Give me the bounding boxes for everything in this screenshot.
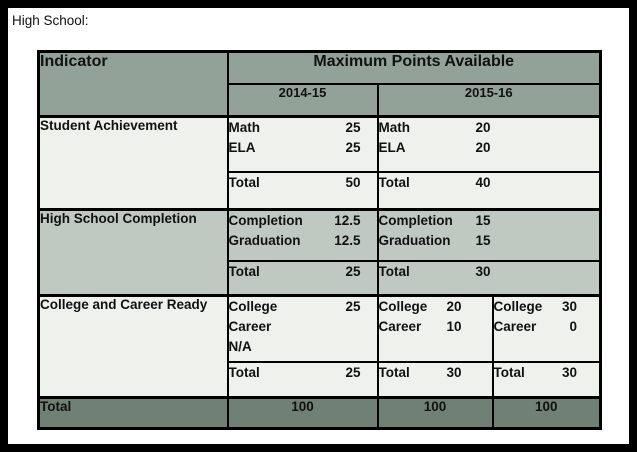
cell-ccr-2015a-detail: College 20 Career 10 <box>376 294 494 363</box>
cell-ccr-2015b-total: Total 30 <box>491 360 602 399</box>
row-college-career-total: Total 25 Total 30 Total 30 <box>39 360 602 399</box>
header-max-points: Maximum Points Available <box>226 50 602 85</box>
total-value: 50 <box>345 174 361 190</box>
header-year-2014-15: 2014-15 <box>226 82 379 118</box>
metric-label: Graduation <box>228 233 301 248</box>
metric-label: College <box>228 299 278 314</box>
cell-sa-2014-total: Total 50 <box>226 170 379 211</box>
metric-label: Completion <box>378 213 453 228</box>
metric-line: ELA 25 <box>229 138 377 158</box>
cell-hsc-2015-detail: Completion 15 Graduation 15 <box>376 208 602 262</box>
metric-value: 15 <box>475 233 491 248</box>
row-student-achievement-total: Total 50 Total 40 <box>39 170 602 211</box>
metric-label: Career <box>493 319 537 334</box>
metric-line: ELA 20 <box>379 138 491 158</box>
metric-line: Career 10 <box>379 317 492 337</box>
grand-total-2015a: 100 <box>376 396 494 430</box>
grand-total-2014: 100 <box>226 396 379 430</box>
header-year-2015-16: 2015-16 <box>376 82 602 118</box>
metric-label: College <box>493 299 543 314</box>
total-line: Total 25 <box>229 363 377 383</box>
total-line: Total 30 <box>494 363 600 383</box>
grand-total-label: Total <box>37 396 229 430</box>
cell-sa-2015-total: Total 40 <box>376 170 602 211</box>
metric-label: Math <box>228 120 261 135</box>
metric-label: Career <box>378 319 422 334</box>
metric-value: 20 <box>446 299 462 314</box>
metric-label: Career <box>228 319 272 334</box>
total-line: Total 30 <box>379 363 492 383</box>
metric-line: Career <box>229 317 377 337</box>
cell-hsc-2015-total: Total 30 <box>376 259 602 297</box>
metric-line: N/A <box>229 337 377 357</box>
metric-label: ELA <box>228 140 256 155</box>
grand-total-2015b: 100 <box>491 396 602 430</box>
total-line: Total 30 <box>379 262 491 282</box>
metric-value: 25 <box>345 140 361 155</box>
total-label: Total <box>378 174 410 190</box>
metric-line: Graduation 12.5 <box>229 231 377 251</box>
metric-value: 25 <box>345 120 361 135</box>
metric-line: College 20 <box>379 297 492 317</box>
cell-ccr-2014-detail: College 25 Career N/A <box>226 294 379 363</box>
total-label: Total <box>228 364 260 380</box>
metric-value: 30 <box>561 299 577 314</box>
metric-value: 12.5 <box>334 213 361 228</box>
total-value: 30 <box>446 364 462 380</box>
row-college-career-detail: College and Career Ready College 25 Caree… <box>37 294 602 399</box>
metric-line: Graduation 15 <box>379 231 491 251</box>
metric-value: 25 <box>345 299 361 314</box>
total-value: 25 <box>345 364 361 380</box>
total-label: Total <box>228 174 260 190</box>
cell-hsc-2014-total: Total 25 <box>226 259 379 297</box>
total-line: Total 40 <box>379 173 491 193</box>
total-value: 25 <box>345 263 361 279</box>
metric-value: 12.5 <box>334 233 361 248</box>
metric-value: 15 <box>475 213 491 228</box>
section-label: High School: <box>12 13 89 28</box>
metric-value: 10 <box>446 319 462 334</box>
metric-label: Math <box>378 120 411 135</box>
total-label: Total <box>228 263 260 279</box>
cell-sa-2014-detail: Math 25 ELA 25 <box>226 115 379 173</box>
metric-label: N/A <box>228 339 252 354</box>
cell-sa-2015-detail: Math 20 ELA 20 <box>376 115 602 173</box>
cell-ccr-2015b-detail: College 30 Career 0 <box>491 294 602 363</box>
row-hs-completion-total: Total 25 Total 30 <box>39 259 602 297</box>
total-line: Total 25 <box>229 262 377 282</box>
metric-value: 20 <box>475 140 491 155</box>
metric-value: 20 <box>475 120 491 135</box>
row-hs-completion-detail: High School Completion Completion 12.5 Gr… <box>37 208 602 297</box>
total-value: 30 <box>475 263 491 279</box>
max-points-table: Indicator Maximum Points Available 2014-… <box>37 50 602 430</box>
metric-label: ELA <box>378 140 406 155</box>
total-label: Total <box>378 364 410 380</box>
cell-ccr-2015a-total: Total 30 <box>376 360 494 399</box>
metric-value: 0 <box>569 319 577 334</box>
cell-hsc-2014-detail: Completion 12.5 Graduation 12.5 <box>226 208 379 262</box>
indicator-student-achievement: Student Achievement <box>37 115 229 211</box>
total-line: Total 50 <box>229 173 377 193</box>
metric-line: Completion 12.5 <box>229 211 377 231</box>
metric-label: Completion <box>228 213 303 228</box>
total-label: Total <box>493 364 525 380</box>
total-label: Total <box>378 263 410 279</box>
metric-line: College 30 <box>494 297 600 317</box>
metric-line: Career 0 <box>494 317 600 337</box>
indicator-hs-completion: High School Completion <box>37 208 229 297</box>
metric-line: College 25 <box>229 297 377 317</box>
header-indicator: Indicator <box>37 50 229 118</box>
total-value: 30 <box>561 364 577 380</box>
row-grand-total: Total 100 100 100 <box>37 396 602 430</box>
indicator-college-career: College and Career Ready <box>37 294 229 399</box>
metric-label: College <box>378 299 428 314</box>
metric-line: Math 20 <box>379 118 491 138</box>
metric-line: Completion 15 <box>379 211 491 231</box>
row-student-achievement-detail: Student Achievement Math 25 ELA 25 Math 20 … <box>37 115 602 211</box>
cell-ccr-2014-total: Total 25 <box>226 360 379 399</box>
metric-line: Math 25 <box>229 118 377 138</box>
metric-label: Graduation <box>378 233 451 248</box>
total-value: 40 <box>475 174 491 190</box>
